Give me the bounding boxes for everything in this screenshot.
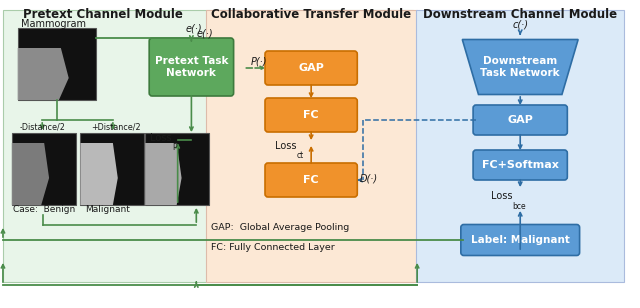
- Text: +Distance/2: +Distance/2: [91, 123, 141, 132]
- Polygon shape: [145, 143, 182, 205]
- Text: Collaborative Transfer Module: Collaborative Transfer Module: [211, 7, 412, 21]
- FancyBboxPatch shape: [3, 10, 413, 282]
- Text: P: P: [172, 143, 177, 152]
- Text: -Distance/2: -Distance/2: [19, 123, 65, 132]
- Text: Downstream
Task Network: Downstream Task Network: [481, 56, 560, 78]
- Text: P(·): P(·): [250, 56, 267, 66]
- FancyBboxPatch shape: [473, 105, 567, 135]
- FancyBboxPatch shape: [265, 163, 357, 197]
- Text: Label: Malignant: Label: Malignant: [471, 235, 570, 245]
- Text: e(·): e(·): [185, 23, 202, 33]
- Text: ct: ct: [296, 151, 303, 160]
- FancyBboxPatch shape: [265, 98, 357, 132]
- Text: Loss: Loss: [150, 133, 172, 143]
- Text: GAP: GAP: [508, 115, 533, 125]
- Polygon shape: [81, 143, 118, 205]
- FancyBboxPatch shape: [473, 150, 567, 180]
- Text: e(·): e(·): [196, 28, 213, 38]
- Text: D(·): D(·): [360, 173, 378, 183]
- Text: Case:  Benign: Case: Benign: [13, 205, 75, 214]
- FancyBboxPatch shape: [461, 225, 580, 256]
- Polygon shape: [12, 143, 49, 205]
- Text: Downstream Channel Module: Downstream Channel Module: [423, 7, 618, 21]
- Text: FC+Softmax: FC+Softmax: [482, 160, 559, 170]
- FancyBboxPatch shape: [265, 51, 357, 85]
- FancyBboxPatch shape: [12, 133, 76, 205]
- FancyBboxPatch shape: [206, 10, 417, 282]
- FancyBboxPatch shape: [81, 133, 144, 205]
- Polygon shape: [18, 48, 68, 100]
- FancyBboxPatch shape: [145, 133, 209, 205]
- Text: Pretext Task
Network: Pretext Task Network: [155, 56, 228, 78]
- Text: GAP: GAP: [298, 63, 324, 73]
- Text: bce: bce: [513, 202, 526, 211]
- Text: Pretext Channel Module: Pretext Channel Module: [23, 7, 183, 21]
- Text: c(·): c(·): [512, 19, 528, 29]
- Text: Loss: Loss: [275, 141, 296, 151]
- FancyBboxPatch shape: [18, 28, 96, 100]
- Text: GAP:  Global Average Pooling: GAP: Global Average Pooling: [211, 224, 349, 233]
- Text: FC: Fully Connected Layer: FC: Fully Connected Layer: [211, 244, 335, 253]
- Text: Mammogram: Mammogram: [22, 19, 86, 29]
- Text: FC: FC: [303, 110, 319, 120]
- Text: FC: FC: [303, 175, 319, 185]
- Polygon shape: [462, 39, 578, 95]
- Text: Malignant: Malignant: [85, 205, 131, 214]
- FancyBboxPatch shape: [149, 38, 234, 96]
- FancyBboxPatch shape: [416, 10, 624, 282]
- Text: Loss: Loss: [491, 191, 513, 201]
